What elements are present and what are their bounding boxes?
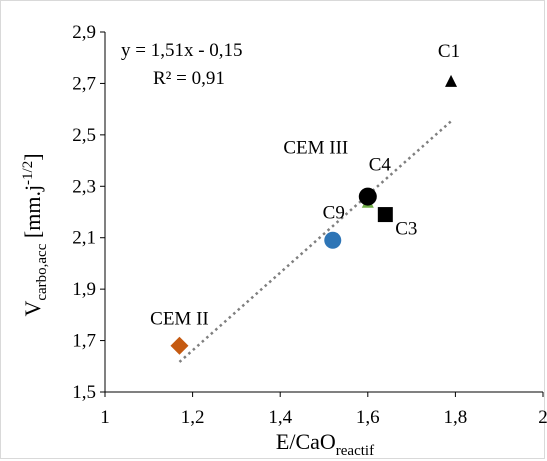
point-c4 [358,187,377,206]
x-tick-label: 2 [538,407,547,428]
axes [104,32,543,393]
label-c9: C9 [323,202,345,223]
label-c3: C3 [395,219,417,240]
y-axis-title: Vcarbo,acc [mm.j-1/2] [20,153,50,316]
x-axis-title-main: E/CaO [276,429,336,454]
x-tick-label: 1,4 [268,407,292,428]
y-tick-label: 2,1 [72,228,96,249]
y-axis-title-superscript: -1/2 [20,161,36,185]
x-axis-title: E/CaOreactif [276,429,374,459]
x-axis-ticks: 1 1,2 1,4 1,6 1,8 2 [100,392,547,428]
y-axis-title-main: V [20,301,45,317]
x-axis-title-subscript: reactif [336,443,374,459]
x-tick-label: 1,6 [356,407,380,428]
trendline-equation: y = 1,51x - 0,15 [121,40,243,61]
y-axis-title-unit-end: ] [20,153,45,160]
y-axis-title-unit: [mm.j [20,185,45,244]
y-tick-label: 1,9 [72,279,96,300]
point-cem-ii [170,336,189,355]
y-tick-label: 2,9 [72,22,96,43]
trendline-group [178,120,452,363]
x-tick-label: 1 [100,407,110,428]
x-tick-label: 1,2 [181,407,205,428]
label-cem-iii: CEM III [283,138,348,159]
point-c3 [377,207,393,223]
trendline-r2: R² = 0,91 [153,68,225,89]
trendline [178,120,452,363]
y-tick-label: 1,7 [72,331,96,352]
y-axis-title-subscript: carbo,acc [34,243,50,300]
label-c1: C1 [438,41,460,62]
point-c1 [445,74,458,87]
y-tick-label: 2,7 [72,73,96,94]
data-points [170,74,458,355]
label-cem-ii: CEM II [150,309,209,330]
x-tick-label: 1,8 [444,407,468,428]
y-tick-label: 2,5 [72,125,96,146]
point-c9 [324,231,342,249]
y-tick-label: 2,3 [72,176,96,197]
point-labels: C1 C4 CEM III C3 C9 CEM II [150,41,460,330]
label-c4: C4 [369,155,392,176]
y-axis-ticks: 1,5 1,7 1,9 2,1 2,3 2,5 2,7 2,9 [72,22,105,403]
y-tick-label: 1,5 [72,382,96,403]
